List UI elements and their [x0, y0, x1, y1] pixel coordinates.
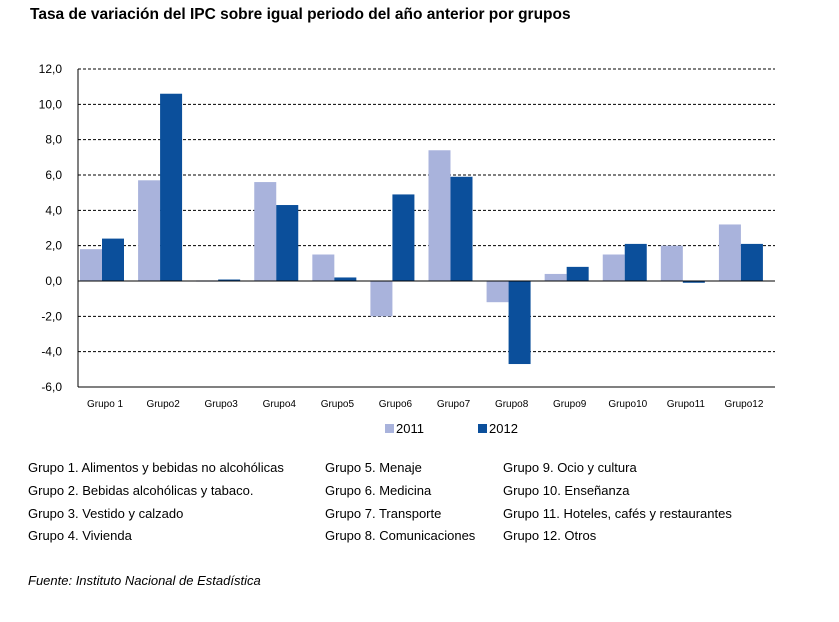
- y-tick-label: 10,0: [39, 97, 63, 111]
- bar-2012-10: [624, 243, 647, 281]
- y-tick-label: -6,0: [41, 380, 62, 394]
- group-legend-item: Grupo 8. Comunicaciones: [325, 528, 476, 544]
- bar-2011-11: [660, 245, 683, 281]
- legend-label-2012: 2012: [489, 421, 518, 436]
- bar-2012-7: [450, 176, 473, 281]
- legend-swatch-2011: [385, 424, 394, 433]
- legend-swatch-2012: [478, 424, 487, 433]
- y-tick-label: 0,0: [45, 274, 62, 288]
- x-tick-label: Grupo9: [553, 399, 587, 410]
- bar-2011-6: [370, 281, 393, 317]
- x-tick-label: Grupo 1: [87, 399, 124, 410]
- group-legend-item: Grupo 11. Hoteles, cafés y restaurantes: [503, 505, 732, 521]
- group-legend-item: Grupo 6. Medicina: [325, 482, 432, 498]
- bar-2012-3: [218, 279, 241, 281]
- group-legend-column-1: Grupo 1. Alimentos y bebidas no alcohóli…: [28, 460, 284, 551]
- group-legend-item: Grupo 3. Vestido y calzado: [28, 505, 184, 521]
- group-legend-item: Grupo 10. Enseñanza: [503, 482, 630, 498]
- x-tick-label: Grupo10: [608, 399, 647, 410]
- group-legend-item: Grupo 12. Otros: [503, 528, 597, 544]
- y-tick-label: 8,0: [45, 133, 62, 147]
- x-tick-label: Grupo12: [724, 399, 763, 410]
- bar-2012-1: [102, 238, 124, 281]
- bar-2011-7: [428, 150, 451, 281]
- x-tick-label: Grupo2: [146, 399, 180, 410]
- x-tick-label: Grupo5: [321, 399, 355, 410]
- source-note: Fuente: Instituto Nacional de Estadístic…: [28, 573, 261, 588]
- group-legend-item: Grupo 5. Menaje: [325, 460, 422, 475]
- y-tick-label: -4,0: [41, 345, 62, 359]
- bar-2012-12: [740, 243, 763, 281]
- y-tick-label: -2,0: [41, 309, 62, 323]
- x-tick-label: Grupo11: [667, 399, 706, 410]
- x-tick-label: Grupo6: [379, 399, 413, 410]
- x-tick-label: Grupo4: [263, 399, 297, 410]
- bar-2011-9: [544, 273, 567, 281]
- group-legend-item: Grupo 1. Alimentos y bebidas no alcohóli…: [28, 460, 284, 475]
- y-tick-label: 6,0: [45, 168, 62, 182]
- x-tick-label: Grupo3: [205, 399, 239, 410]
- bar-2011-1: [80, 249, 102, 281]
- bar-2011-12: [718, 224, 741, 281]
- chart-title: Tasa de variación del IPC sobre igual pe…: [30, 6, 571, 23]
- y-tick-label: 12,0: [39, 62, 63, 76]
- bar-2011-5: [312, 254, 335, 281]
- group-legend-item: Grupo 9. Ocio y cultura: [503, 460, 637, 475]
- bar-2012-11: [682, 281, 705, 283]
- bar-2012-9: [566, 266, 589, 281]
- y-tick-label: 2,0: [45, 239, 62, 253]
- bar-2012-6: [392, 194, 415, 281]
- bar-2012-5: [334, 277, 357, 281]
- x-tick-label: Grupo7: [437, 399, 471, 410]
- group-legend-item: Grupo 4. Vivienda: [28, 528, 132, 544]
- x-tick-label: Grupo8: [495, 399, 529, 410]
- bar-chart: 12,0 10,0 8,0 6,0 4,0 2,0 0,0 -2,0 -4,0 -6,0 Grupo…: [39, 62, 775, 436]
- bar-2011-8: [486, 281, 509, 303]
- y-tick-label: 4,0: [45, 203, 62, 217]
- group-legend-column-3: Grupo 9. Ocio y cultura Grupo 10. Enseña…: [503, 460, 732, 551]
- group-legend-column-2: Grupo 5. Menaje Grupo 6. Medicina Grupo …: [325, 460, 475, 551]
- bar-2012-2: [160, 93, 183, 281]
- bar-2011-2: [138, 180, 161, 281]
- bar-2012-4: [276, 205, 299, 281]
- group-legend-item: Grupo 2. Bebidas alcohólicas y tabaco.: [28, 482, 254, 498]
- bar-2011-10: [602, 254, 625, 281]
- bar-2012-8: [508, 281, 531, 365]
- group-legend-item: Grupo 7. Transporte: [325, 505, 442, 521]
- bar-2011-4: [254, 182, 277, 281]
- legend-label-2011: 2011: [396, 421, 424, 436]
